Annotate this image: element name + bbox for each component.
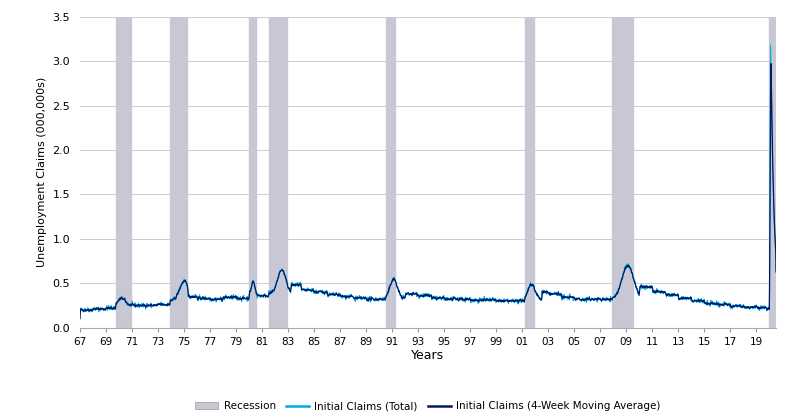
Bar [269, 17, 287, 328]
Bar [116, 17, 131, 328]
Legend: Recession, Initial Claims (Total), Initial Claims (4-Week Moving Average): Recession, Initial Claims (Total), Initi… [191, 397, 665, 416]
Bar [612, 17, 633, 328]
Y-axis label: Unemployment Claims (000,000s): Unemployment Claims (000,000s) [37, 77, 47, 267]
Bar [249, 17, 256, 328]
Bar [525, 17, 534, 328]
Bar [770, 17, 774, 328]
Bar [170, 17, 187, 328]
X-axis label: Years: Years [411, 349, 445, 362]
Bar [386, 17, 395, 328]
